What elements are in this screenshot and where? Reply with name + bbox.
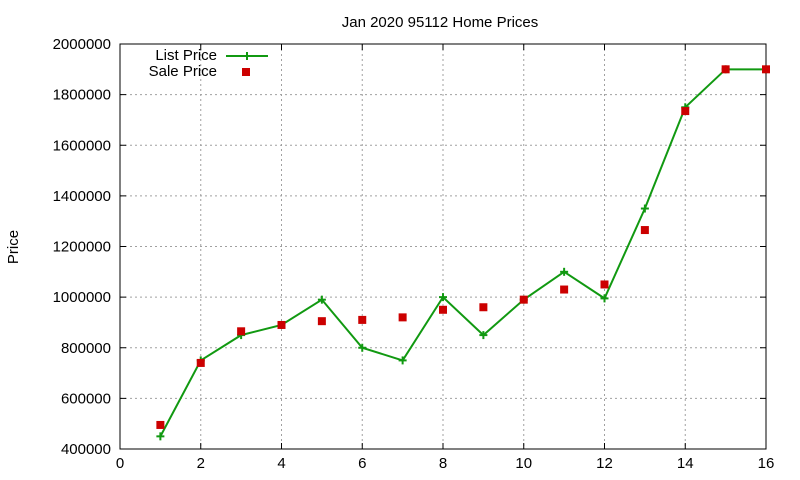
list-price-point [560, 267, 569, 276]
y-tick-label: 1000000 [53, 289, 111, 306]
x-tick-label: 16 [758, 455, 775, 472]
sale-price-point [439, 305, 447, 314]
y-tick-label: 400000 [61, 441, 111, 458]
y-tick-label: 2000000 [53, 36, 111, 53]
list-price-point [317, 295, 326, 304]
list-price-point [600, 294, 609, 303]
x-tick-label: 14 [677, 455, 694, 472]
sale-price-point [519, 295, 528, 304]
y-tick-label: 800000 [61, 340, 111, 357]
y-tick-label: 1800000 [53, 87, 111, 104]
sale-price-point [398, 313, 407, 322]
sale-price-point [317, 317, 326, 326]
list-price-point [479, 331, 488, 340]
x-tick-label: 4 [277, 455, 285, 472]
list-price-point [640, 204, 649, 213]
x-tick-label: 6 [358, 455, 366, 472]
y-tick-label: 1400000 [53, 188, 111, 205]
legend-marker-sale-price [242, 68, 250, 76]
list-price-point [439, 293, 447, 302]
sale-price-point [640, 226, 649, 235]
sale-price-point [196, 358, 205, 367]
y-tick-label: 1600000 [53, 137, 111, 154]
sale-price-point [237, 327, 246, 336]
y-tick-label: 1200000 [53, 239, 111, 256]
legend-label-sale-price: Sale Price [149, 63, 217, 80]
list-price-point [156, 432, 165, 441]
plot-series [156, 65, 770, 441]
sale-price-point [277, 320, 286, 329]
sale-price-point [762, 65, 770, 74]
x-tick-label: 10 [515, 455, 532, 472]
list-price-point [358, 343, 367, 352]
sale-price-point [156, 420, 165, 429]
list-price-line [159, 68, 766, 437]
x-tick-label: 8 [439, 455, 447, 472]
legend-label-list-price: List Price [155, 47, 217, 64]
sale-price-point [560, 285, 569, 294]
x-tick-label: 2 [197, 455, 205, 472]
chart-title: Jan 2020 95112 Home Prices [342, 14, 539, 31]
x-tick-label: 12 [596, 455, 613, 472]
sale-price-point [721, 65, 730, 74]
sale-price-point [479, 303, 488, 312]
sale-price-point [358, 315, 367, 324]
y-tick-label: 600000 [61, 390, 111, 407]
x-tick-label: 0 [116, 455, 124, 472]
sale-price-point [600, 280, 609, 289]
y-axis-label: Price [5, 230, 22, 264]
sale-price-point [681, 107, 690, 116]
grid-lines [120, 44, 766, 449]
axes: 0 2 4 6 8 10 12 14 16 400000 600000 800000 1000000 12… [53, 36, 775, 472]
list-price-point [398, 356, 407, 365]
